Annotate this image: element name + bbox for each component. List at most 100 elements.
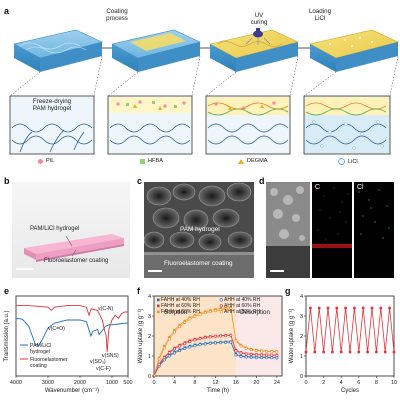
- uptake-point: [213, 309, 217, 313]
- step-label-licl: Loading LiCl: [308, 8, 332, 23]
- uptake-point: [224, 334, 228, 338]
- uptake-point: [244, 352, 248, 356]
- uptake-x-label: Time (h): [207, 388, 229, 394]
- cycling-point: [392, 350, 396, 354]
- ftir-chart: 4000 3000 2000 1000 500 Wavenumber (cm⁻¹) Tran…: [4, 295, 133, 394]
- cycling-point: [322, 350, 325, 354]
- uptake-point: [188, 345, 192, 349]
- uptake-point: [193, 314, 197, 318]
- uptake-x-tick: 0: [152, 380, 155, 386]
- uptake-point: [229, 340, 233, 344]
- uptake-point: [244, 346, 248, 350]
- label-pam-hydrogel: PAM hydrogel: [180, 226, 220, 233]
- uptake-x-tick: 4: [173, 380, 176, 386]
- slab-4: [309, 29, 399, 72]
- uptake-point: [183, 342, 187, 346]
- uptake-y-label: Water uptake (g g⁻¹): [138, 309, 144, 364]
- uptake-point: [183, 320, 187, 324]
- panel-label-c: c: [137, 176, 143, 186]
- uptake-point: [234, 339, 238, 343]
- cycling-chart: 0 2 4 6 8 10 0 1 2 3 4 Cycles Water uptake (g g⁻¹): [289, 294, 397, 394]
- ftir-x-label: Wavenumber (cm⁻¹): [45, 388, 99, 394]
- uptake-point: [162, 356, 166, 360]
- scale-bar-c: [148, 270, 162, 272]
- uptake-legend-label: AHH at 60% RH: [224, 303, 261, 309]
- cycling-x-tick: 0: [304, 380, 307, 386]
- cycling-point: [326, 306, 330, 310]
- cycling-x-label: Cycles: [341, 388, 359, 394]
- ftir-annotation: v(C-N): [98, 306, 114, 312]
- uptake-point: [172, 330, 176, 334]
- panel-d-map-c: C: [312, 182, 352, 278]
- panel-a-illustration: [9, 28, 399, 155]
- ftir-legend-label-1: coating: [30, 363, 47, 369]
- label-fluoroelastomer-b: Fluoroelastomer coating: [44, 258, 109, 264]
- uptake-point: [183, 347, 187, 351]
- ftir-annotation: v(C=O): [48, 326, 65, 332]
- detail-label-pam: Freeze-drying PAM hydrogel: [32, 98, 72, 113]
- ftir-legend-label-0: PAM/LiCl: [30, 343, 51, 349]
- cycling-point: [353, 306, 356, 310]
- step-label-coating: Coating process: [106, 8, 128, 23]
- plot-frame: [15, 295, 129, 377]
- licl-marker-icon: [338, 158, 345, 165]
- uptake-legend-label: FAHH at 40% RH: [161, 297, 200, 303]
- pil-marker-icon: [38, 158, 43, 164]
- uptake-point: [234, 353, 238, 357]
- cycling-x-tick: 2: [322, 380, 325, 386]
- uptake-point: [203, 311, 207, 315]
- uptake-point: [275, 350, 279, 354]
- uptake-point: [275, 353, 279, 357]
- uptake-point: [239, 344, 243, 348]
- cycling-point: [309, 306, 312, 310]
- uptake-point: [162, 346, 166, 350]
- cycling-point: [388, 306, 391, 310]
- legend-item-hfba: HFBA: [140, 158, 163, 164]
- ftir-series-0: [15, 317, 128, 347]
- cycling-point: [366, 350, 369, 354]
- ftir-x-tick: 3000: [42, 380, 54, 386]
- uptake-point: [193, 338, 197, 342]
- ftir-x-tick: 2000: [74, 380, 86, 386]
- uptake-point: [203, 342, 207, 346]
- panel-label-f: f: [137, 286, 140, 296]
- uptake-point: [168, 335, 171, 339]
- uptake-point: [229, 307, 233, 311]
- uptake-y-tick: 1: [148, 354, 151, 360]
- detail-box-3: [205, 95, 291, 155]
- label-element-cl: Cl: [357, 184, 364, 191]
- cycling-x-tick: 4: [340, 380, 343, 386]
- uptake-point: [244, 355, 248, 359]
- cycling-point: [370, 306, 374, 310]
- panel-label-g: g: [285, 286, 291, 296]
- uptake-point: [254, 349, 258, 353]
- cycling-x-tick: 10: [391, 380, 397, 386]
- sorption-label: Sorption: [164, 309, 188, 316]
- uptake-point: [234, 349, 238, 353]
- cycling-point: [331, 350, 334, 354]
- uptake-point: [167, 354, 171, 358]
- panel-b-photo: PAM/LiCl hydrogel Fluoroelastomer coatin…: [12, 182, 130, 278]
- panel-d-map-cl: Cl: [354, 182, 394, 278]
- uptake-x-tick: 12: [212, 380, 218, 386]
- panel-c-sem-image: PAM hydrogel Fluoroelastomer coating: [144, 182, 254, 278]
- cycling-point: [383, 350, 387, 354]
- scale-bar-d: [270, 270, 284, 272]
- uptake-point: [249, 355, 253, 359]
- uptake-point: [188, 340, 192, 344]
- ftir-legend-label-0: hydrogel: [30, 349, 50, 355]
- cycling-point: [361, 306, 365, 310]
- uptake-point: [213, 341, 217, 345]
- uptake-point: [178, 323, 181, 327]
- detail-box-4: [303, 95, 391, 155]
- panel-label-b: b: [4, 176, 10, 186]
- uptake-y-tick: 2: [148, 334, 151, 340]
- uptake-point: [167, 351, 171, 355]
- cycling-y-tick: 3: [300, 314, 303, 320]
- sem-texture: [144, 182, 254, 278]
- panel-label-e: e: [4, 286, 10, 296]
- ftir-annotation: v(SO₃): [90, 359, 106, 365]
- uptake-y-tick: 3: [148, 314, 151, 320]
- uv-lamp-icon: [245, 28, 271, 45]
